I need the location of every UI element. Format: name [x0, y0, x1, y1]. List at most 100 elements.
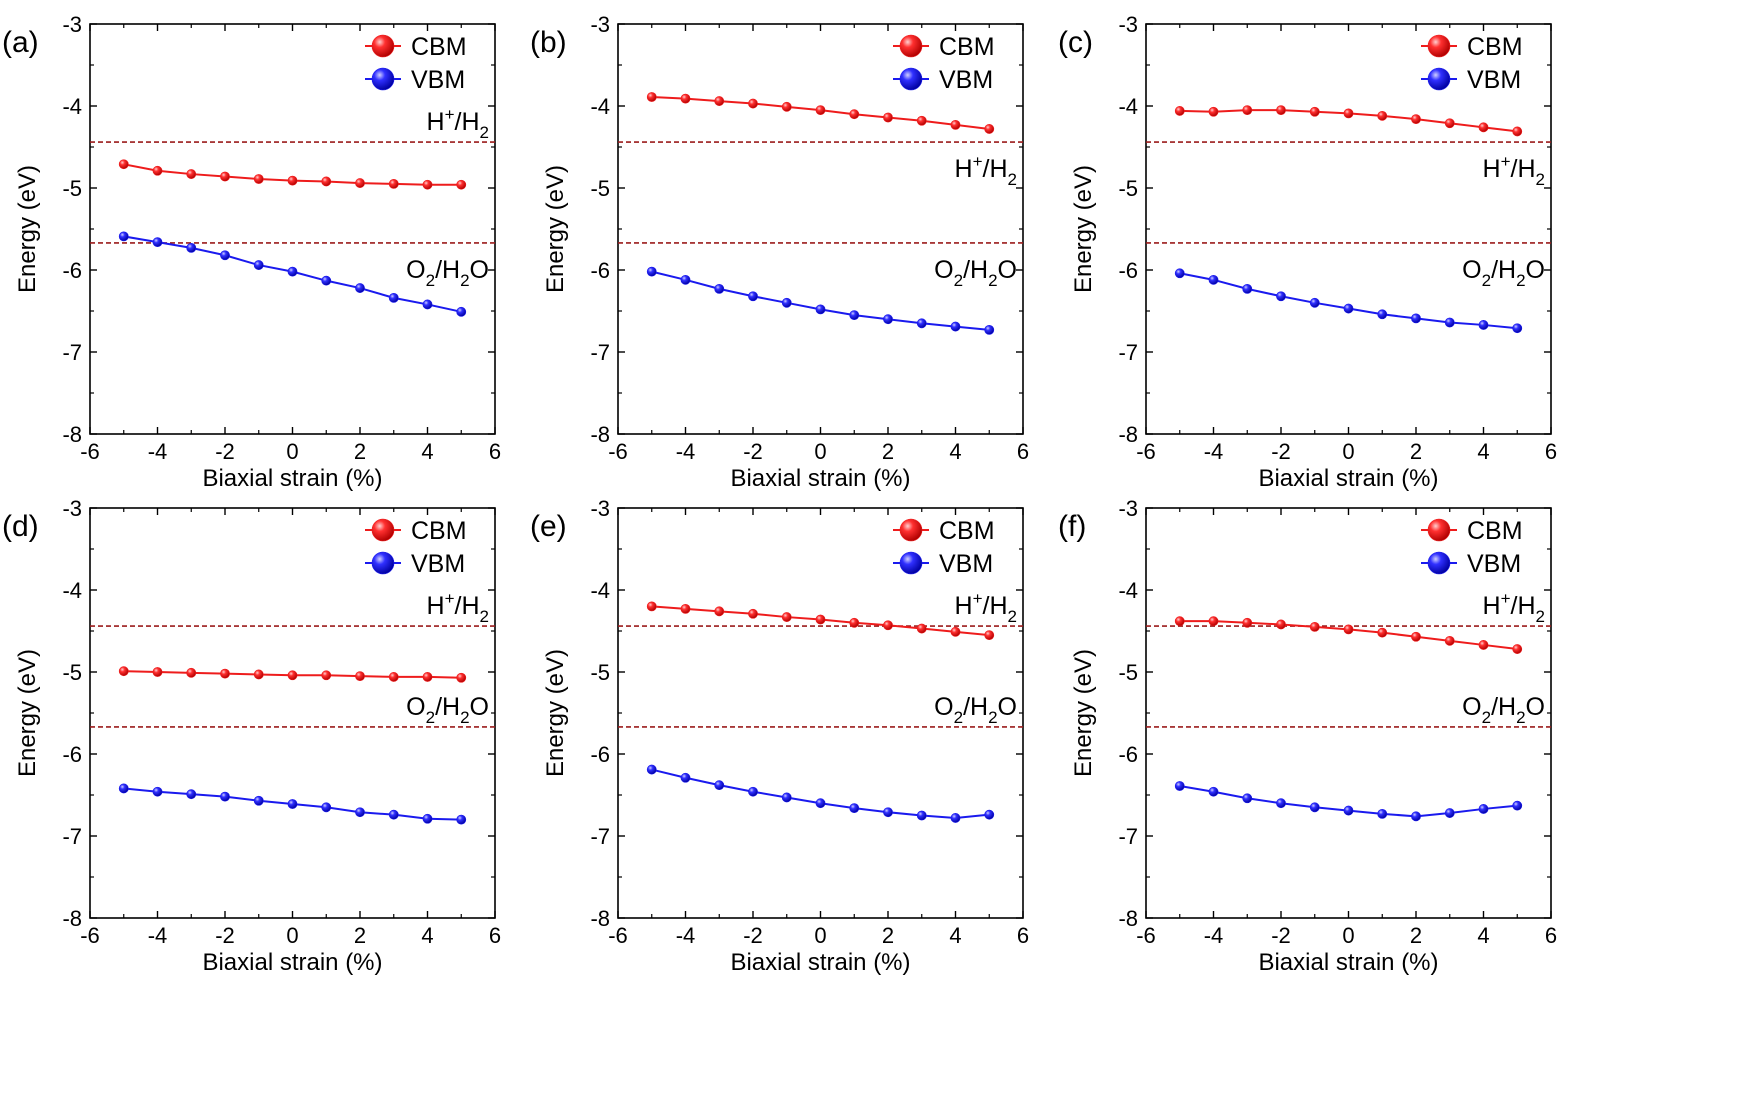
data-point-cbm	[781, 612, 792, 622]
data-point-vbm	[186, 789, 197, 800]
h-plus-h2-label: H+/H2	[1483, 589, 1545, 626]
x-axis-label: Biaxial strain (%)	[730, 465, 910, 492]
ref-label-part: 2	[460, 271, 469, 290]
panel-label: (b)	[530, 26, 567, 59]
ref-label-part: 2	[1536, 170, 1545, 189]
data-point-vbm	[355, 283, 365, 293]
data-point-vbm	[1309, 802, 1320, 813]
data-point-cbm	[748, 98, 758, 109]
y-tick-label: -4	[1118, 578, 1138, 603]
legend-marker-cbm	[1427, 518, 1451, 542]
panel-label: (a)	[2, 26, 39, 59]
chart-panel-1: -6 -4 -2 0 2 4 6 -3 -4 -5 -6 -7 -8 Biaxial strain (%)…	[2, 12, 501, 492]
h-plus-h2-label: H+/H2	[1483, 152, 1545, 189]
h-plus-h2-label: H+/H2	[955, 152, 1017, 189]
data-point-cbm	[1208, 616, 1219, 627]
data-point-vbm	[646, 266, 657, 277]
data-point-cbm	[680, 93, 691, 104]
legend-marker-cbm	[899, 518, 923, 542]
data-point-cbm	[1276, 105, 1286, 115]
x-tick-label: 4	[1477, 439, 1489, 464]
legend-marker-vbm	[899, 551, 923, 575]
ref-label-part: +	[1501, 589, 1511, 608]
data-point-cbm	[1174, 616, 1185, 627]
ref-label-part: /H	[1491, 256, 1516, 284]
ref-label-part: O	[1462, 256, 1481, 284]
data-point-vbm	[1444, 317, 1455, 328]
data-point-cbm	[1444, 118, 1455, 129]
data-point-vbm	[422, 299, 433, 310]
y-tick-label: -7	[1118, 340, 1138, 365]
data-point-vbm	[984, 809, 995, 820]
x-tick-label: 4	[949, 923, 961, 948]
legend-label-vbm: VBM	[939, 66, 993, 94]
ref-label-part: 2	[988, 708, 997, 727]
chart-panel-4: -6 -4 -2 0 2 4 6 -3 -4 -5 -6 -7 -8 Biaxial strain (%)…	[2, 496, 501, 976]
y-tick-label: -7	[590, 340, 610, 365]
data-point-vbm	[1377, 309, 1388, 320]
data-point-vbm	[422, 813, 433, 824]
data-point-cbm	[1512, 644, 1523, 654]
y-tick-label: -3	[590, 496, 610, 521]
x-tick-label: 2	[354, 923, 366, 948]
x-tick-label: 6	[1017, 923, 1029, 948]
data-point-vbm	[1343, 303, 1354, 314]
data-point-vbm	[781, 792, 792, 803]
legend-marker-vbm	[899, 67, 923, 91]
data-point-vbm	[883, 807, 893, 818]
data-point-cbm	[646, 601, 657, 612]
data-point-vbm	[1343, 805, 1354, 816]
ref-label-part: H	[427, 592, 445, 620]
data-point-cbm	[287, 175, 298, 186]
panel-label: (d)	[2, 510, 39, 543]
x-tick-label: -2	[1271, 439, 1291, 464]
ref-label-part: 2	[1536, 607, 1545, 626]
legend-label-vbm: VBM	[939, 550, 993, 578]
ref-label-part: O	[934, 693, 953, 721]
y-tick-label: -8	[590, 422, 610, 447]
data-point-vbm	[388, 292, 399, 303]
legend-label-vbm: VBM	[1467, 66, 1521, 94]
y-tick-label: -3	[1118, 496, 1138, 521]
data-point-cbm	[118, 666, 129, 677]
data-point-cbm	[253, 669, 264, 680]
x-tick-label: 6	[1017, 439, 1029, 464]
ref-label-part: 2	[1516, 708, 1525, 727]
data-point-cbm	[883, 620, 893, 631]
chart-panel-2: -6 -4 -2 0 2 4 6 -3 -4 -5 -6 -7 -8 Biaxial strain (%)…	[530, 12, 1029, 492]
data-point-cbm	[916, 115, 927, 126]
data-point-cbm	[321, 176, 332, 187]
data-point-cbm	[1377, 110, 1388, 121]
ref-label-part: 2	[426, 271, 435, 290]
data-point-vbm	[152, 237, 163, 248]
y-axis-label: Energy (eV)	[1070, 649, 1097, 777]
legend-label-cbm: CBM	[411, 517, 467, 545]
y-tick-label: -6	[1118, 742, 1138, 767]
panel-label: (e)	[530, 510, 567, 543]
x-axis-label: Biaxial strain (%)	[1258, 949, 1438, 976]
ref-label-part: 2	[954, 708, 963, 727]
data-point-cbm	[1343, 624, 1354, 635]
data-point-cbm	[321, 670, 332, 681]
y-tick-label: -4	[62, 578, 82, 603]
ref-label-part: H	[955, 592, 973, 620]
ref-label-part: 2	[954, 271, 963, 290]
data-point-vbm	[186, 242, 197, 253]
y-tick-label: -6	[62, 258, 82, 283]
data-point-cbm	[1411, 631, 1421, 642]
ref-label-part: O	[1462, 693, 1481, 721]
legend-marker-vbm	[1427, 67, 1451, 91]
ref-label-part: +	[973, 589, 983, 608]
x-tick-label: -4	[148, 439, 168, 464]
chart-panel-6: -6 -4 -2 0 2 4 6 -3 -4 -5 -6 -7 -8 Biaxial strain (%)…	[1058, 496, 1557, 976]
data-point-vbm	[1276, 291, 1286, 302]
data-point-cbm	[1377, 627, 1388, 638]
x-tick-label: 0	[1342, 923, 1354, 948]
ref-label-part: 2	[988, 271, 997, 290]
x-tick-label: 2	[1410, 923, 1422, 948]
data-point-cbm	[422, 672, 433, 682]
y-tick-label: -7	[590, 824, 610, 849]
data-point-vbm	[950, 321, 961, 332]
data-point-vbm	[1444, 808, 1455, 818]
data-point-vbm	[152, 786, 163, 797]
